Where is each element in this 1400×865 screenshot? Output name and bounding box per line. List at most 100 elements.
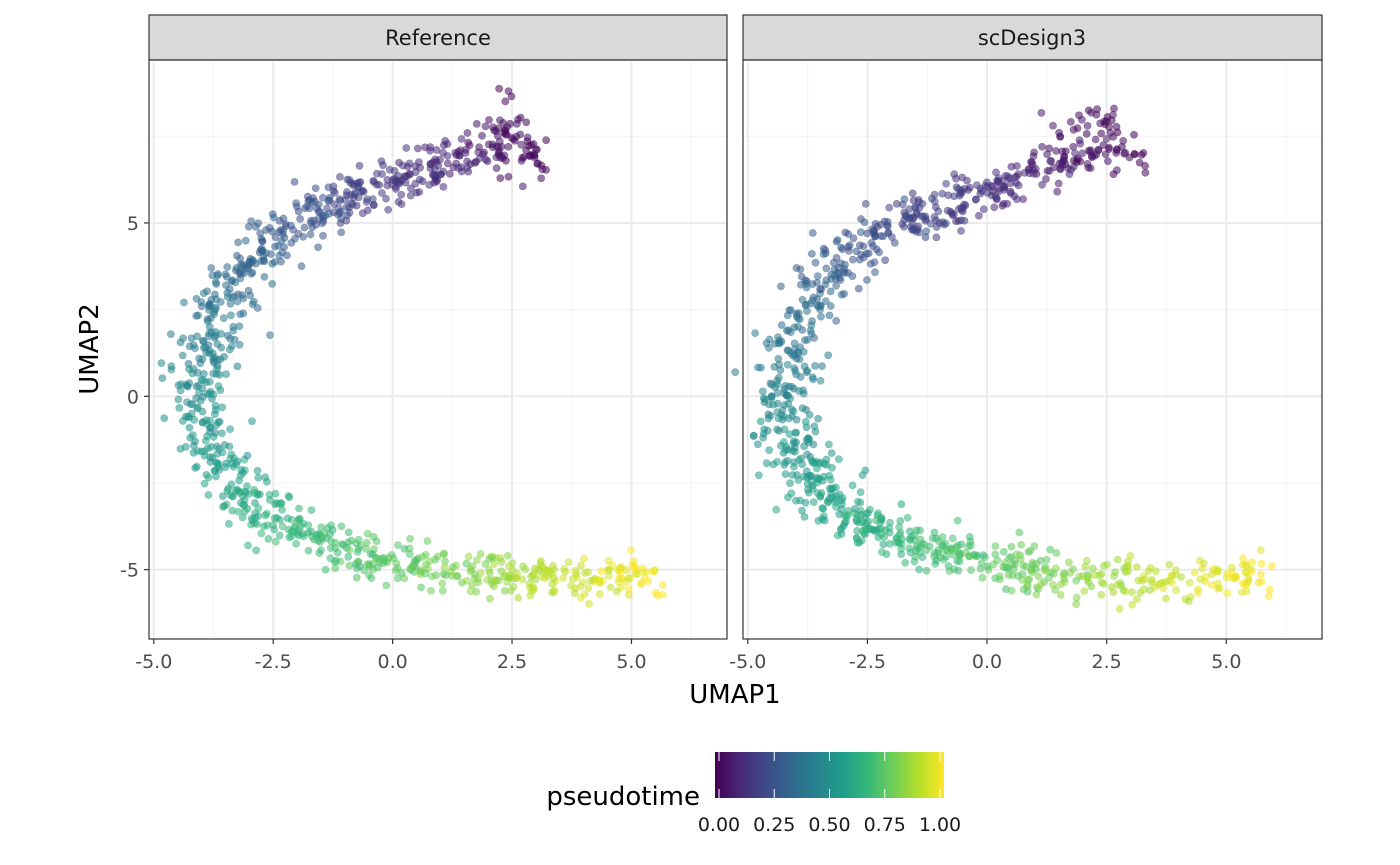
data-point: [813, 478, 822, 487]
data-point: [1090, 571, 1099, 579]
data-point: [928, 534, 937, 543]
data-point: [268, 279, 277, 288]
data-point: [203, 317, 212, 326]
data-point: [781, 470, 790, 478]
data-point: [966, 537, 975, 546]
data-point: [426, 146, 434, 155]
data-point: [1051, 586, 1060, 594]
data-point: [295, 504, 303, 513]
data-point: [457, 135, 466, 143]
x-tick-label: -5.0: [135, 651, 172, 673]
data-point: [762, 459, 771, 468]
data-point: [801, 498, 810, 507]
data-point: [795, 456, 803, 464]
data-point: [872, 526, 881, 534]
data-point: [548, 580, 557, 588]
data-point: [838, 494, 847, 502]
data-point: [177, 380, 185, 389]
data-point: [1132, 595, 1141, 603]
data-point: [158, 374, 167, 382]
data-point: [464, 552, 473, 561]
data-point: [199, 369, 208, 378]
data-point: [548, 588, 556, 597]
data-point: [290, 177, 299, 186]
data-point: [205, 377, 214, 386]
data-point: [227, 342, 236, 350]
data-point: [495, 116, 504, 125]
data-point: [835, 455, 843, 464]
data-point: [1056, 132, 1065, 141]
data-point: [516, 130, 525, 139]
x-tick-label: -2.5: [255, 651, 292, 673]
data-point: [1121, 148, 1130, 157]
data-point: [1244, 576, 1253, 585]
data-point: [542, 136, 550, 145]
data-point: [257, 234, 266, 243]
data-point: [644, 577, 653, 586]
data-point: [1014, 571, 1022, 580]
data-point: [916, 542, 925, 551]
data-point: [337, 228, 346, 237]
data-point: [497, 558, 506, 566]
data-point: [787, 405, 796, 414]
data-point: [1256, 570, 1265, 579]
data-point: [570, 589, 579, 598]
data-point: [797, 272, 806, 281]
data-point: [616, 569, 625, 578]
data-point: [400, 545, 409, 553]
data-point: [559, 574, 567, 583]
data-point: [1248, 558, 1256, 567]
data-point: [814, 414, 822, 423]
data-point: [209, 354, 218, 363]
data-point: [942, 179, 950, 188]
data-point: [157, 359, 166, 367]
data-point: [763, 426, 772, 435]
data-point: [799, 389, 808, 398]
data-point: [768, 392, 776, 400]
data-point: [314, 243, 322, 252]
data-point: [922, 546, 931, 555]
data-point: [914, 222, 923, 231]
data-point: [252, 546, 261, 555]
data-point: [832, 237, 841, 246]
data-point: [283, 514, 292, 523]
data-point: [530, 564, 539, 573]
data-point: [425, 180, 434, 189]
data-point: [384, 205, 393, 214]
data-point: [299, 532, 308, 541]
data-point: [443, 159, 452, 168]
data-point: [403, 162, 412, 171]
strip-label: Reference: [385, 26, 491, 50]
data-point: [304, 546, 313, 555]
data-point: [822, 276, 831, 285]
data-point: [840, 289, 848, 298]
data-point: [805, 410, 814, 419]
data-point: [473, 556, 481, 565]
data-point: [264, 535, 273, 543]
data-point: [1144, 567, 1153, 575]
data-point: [192, 462, 201, 471]
data-point: [897, 544, 906, 553]
data-point: [784, 493, 792, 502]
data-point: [858, 471, 867, 480]
data-point: [443, 152, 452, 160]
data-point: [808, 249, 816, 258]
data-point: [776, 366, 785, 375]
data-point: [393, 574, 402, 583]
data-point: [377, 189, 386, 197]
data-point: [885, 203, 894, 212]
data-point: [353, 558, 362, 566]
data-point: [343, 175, 352, 184]
data-point: [223, 263, 232, 271]
data-point: [1052, 549, 1061, 557]
data-point: [804, 438, 813, 447]
data-point: [337, 522, 346, 531]
data-point: [251, 499, 259, 507]
data-point: [778, 406, 787, 414]
data-point: [905, 544, 914, 553]
data-point: [831, 498, 840, 507]
data-point: [207, 442, 216, 451]
data-point: [839, 521, 848, 530]
data-point: [1089, 564, 1097, 573]
data-point: [292, 199, 300, 208]
